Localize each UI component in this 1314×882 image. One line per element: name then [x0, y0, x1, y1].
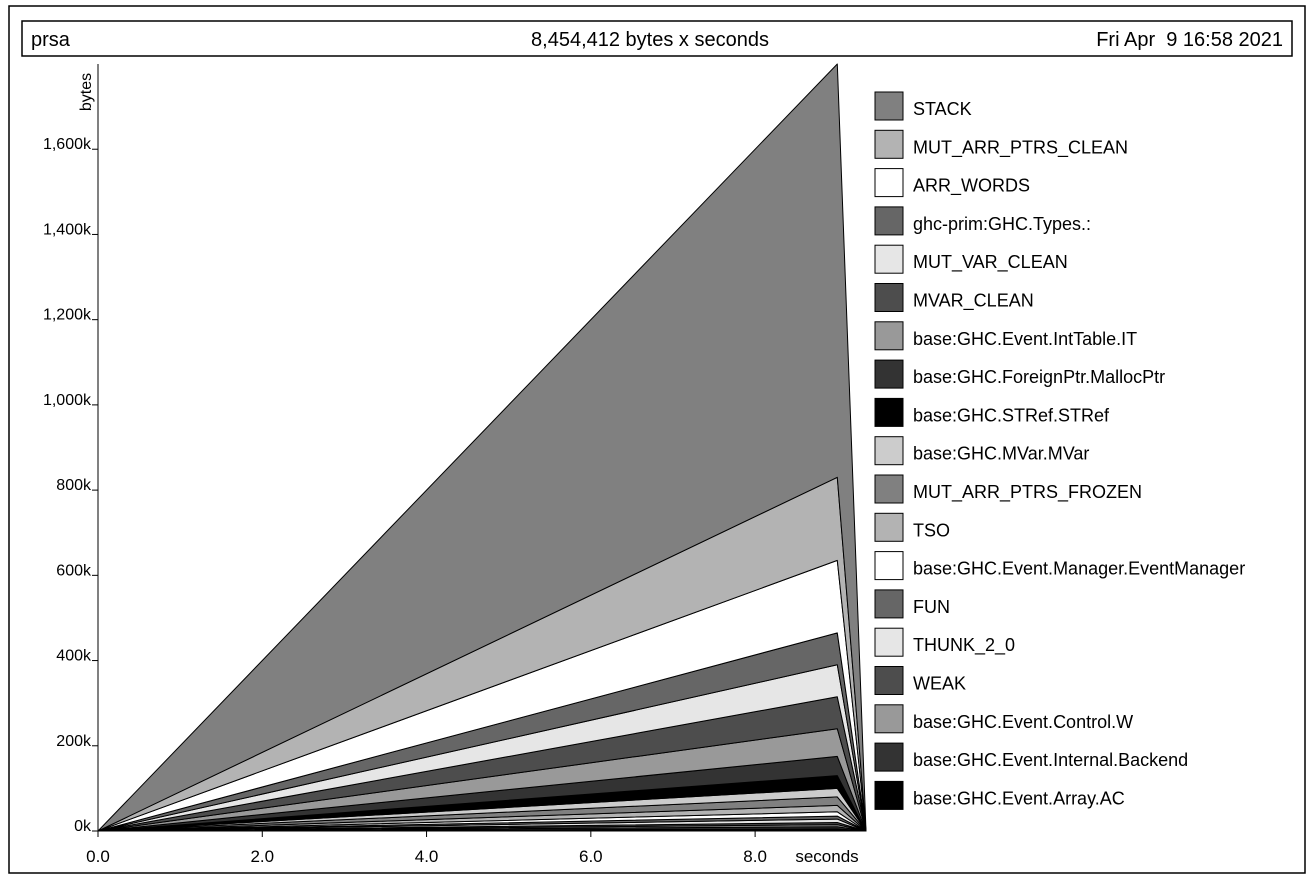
legend-swatch	[874, 589, 904, 619]
y-ticks: 0k 200k 400k 600k 800k 1,000k 1,200k 1,400k 1,60…	[43, 136, 98, 835]
legend-label: WEAK	[913, 674, 966, 694]
legend-swatch	[874, 283, 904, 312]
legend-swatch	[874, 206, 904, 236]
legend-label: ARR_WORDS	[913, 176, 1030, 197]
legend-swatch	[874, 512, 904, 542]
legend-label: STACK	[913, 99, 972, 119]
legend-swatch	[874, 742, 904, 772]
legend-swatch	[874, 551, 904, 581]
y-tick-label: 1,400k	[43, 221, 92, 238]
legend-swatch	[874, 168, 904, 198]
x-tick-label: 6.0	[579, 847, 603, 866]
legend-label: base:GHC.STRef.STRef	[913, 405, 1110, 425]
area-layers	[97, 63, 867, 832]
legend-label: THUNK_2_0	[913, 635, 1015, 656]
y-tick-label: 1,200k	[43, 307, 92, 324]
chart-title: 8,454,412 bytes x seconds	[531, 29, 769, 51]
legend-swatch	[874, 436, 904, 466]
legend: STACK MUT_ARR_PTRS_CLEAN ARR_WORDS ghc-prim…	[874, 91, 1245, 810]
y-tick-label: 1,600k	[43, 136, 92, 153]
legend-label: base:GHC.ForeignPtr.MallocPtr	[913, 367, 1165, 387]
legend-swatch	[874, 666, 904, 695]
legend-label: TSO	[913, 520, 950, 540]
y-tick-label: 0k	[74, 818, 92, 835]
legend-swatch	[874, 474, 904, 504]
x-tick-label: 2.0	[250, 847, 274, 866]
legend-swatch	[874, 627, 904, 657]
legend-swatch	[874, 321, 904, 351]
legend-label: MUT_VAR_CLEAN	[913, 252, 1068, 273]
y-tick-label: 200k	[56, 733, 92, 750]
legend-label: base:GHC.Event.Manager.EventManager	[913, 559, 1245, 579]
legend-swatch	[874, 359, 904, 389]
x-tick-label: 4.0	[415, 847, 439, 866]
x-tick-label: 8.0	[743, 847, 767, 866]
legend-label: FUN	[913, 597, 950, 617]
legend-label: ghc-prim:GHC.Types.:	[913, 214, 1091, 234]
legend-label: base:GHC.Event.Internal.Backend	[913, 750, 1188, 770]
legend-label: base:GHC.Event.Array.AC	[913, 788, 1125, 808]
legend-swatch	[874, 704, 904, 734]
run-date: Fri Apr 9 16:58 2021	[1096, 29, 1283, 51]
legend-label: base:GHC.Event.Control.W	[913, 712, 1133, 732]
legend-swatch	[874, 780, 904, 810]
y-tick-label: 800k	[56, 477, 92, 494]
x-axis-label: seconds	[795, 847, 858, 866]
x-ticks: 0.0 2.0 4.0 6.0 8.0	[86, 831, 767, 866]
legend-swatch	[874, 91, 904, 121]
legend-swatch	[874, 397, 904, 427]
area-stack-18	[97, 63, 867, 832]
y-tick-label: 400k	[56, 648, 92, 665]
legend-label: MUT_ARR_PTRS_CLEAN	[913, 137, 1128, 158]
header-box	[21, 20, 1293, 57]
y-tick-label: 600k	[56, 562, 92, 579]
legend-swatch	[874, 244, 904, 274]
legend-label: MVAR_CLEAN	[913, 291, 1034, 312]
legend-swatch	[874, 129, 904, 159]
x-tick-label: 0.0	[86, 847, 110, 866]
y-tick-label: 1,000k	[43, 392, 92, 409]
legend-label: base:GHC.Event.IntTable.IT	[913, 329, 1137, 349]
legend-label: base:GHC.MVar.MVar	[913, 444, 1089, 464]
legend-label: MUT_ARR_PTRS_FROZEN	[913, 482, 1142, 503]
outer-frame	[8, 5, 1306, 874]
y-axis-label: bytes	[78, 73, 95, 111]
program-name: prsa	[31, 29, 71, 51]
